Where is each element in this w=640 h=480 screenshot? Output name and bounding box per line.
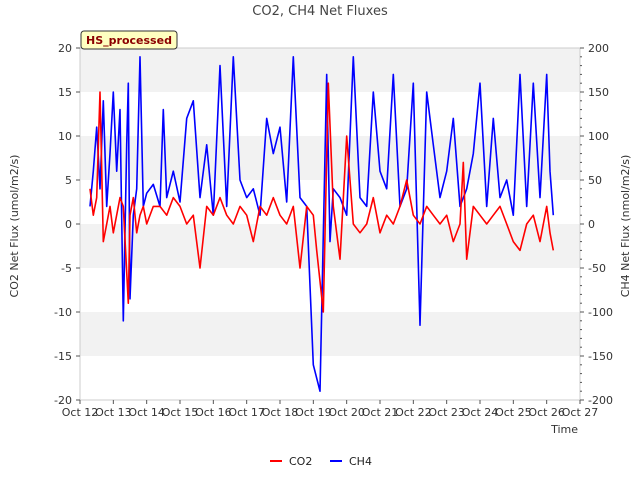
y-right-tick-label: 150 [588,86,609,99]
y-right-tick-label: -50 [588,262,606,275]
y-left-tick-label: 10 [58,130,72,143]
legend: CO2 CH4 [270,455,372,468]
y-right-tick-label: 100 [588,130,609,143]
x-tick-label: Oct 25 [495,406,532,419]
legend-label-co2: CO2 [289,455,312,468]
x-tick-label: Oct 12 [62,406,99,419]
y-right-tick-label: 50 [588,174,602,187]
y-left-tick-label: -15 [54,350,72,363]
y-left-axis-label: CO2 Net Flux (umol/m2/s) [8,155,21,298]
grid-band [80,356,580,400]
y-left-axis-ticks: -20 -15 -10 -5 0 5 10 15 20 [54,42,80,407]
y-right-tick-label: -200 [588,394,613,407]
x-tick-label: Oct 27 [562,406,599,419]
series-line-ch4 [89,55,555,393]
x-tick-label: Oct 18 [262,406,299,419]
x-tick-label: Oct 14 [128,406,165,419]
grid-band [80,48,580,92]
x-axis-label: Time [550,423,578,436]
y-right-tick-label: -150 [588,350,613,363]
y-right-axis-label: CH4 Net Flux (nmol/m2/s) [619,155,632,298]
y-left-tick-label: 5 [65,174,72,187]
y-left-tick-label: -10 [54,306,72,319]
x-tick-label: Oct 19 [295,406,332,419]
y-right-tick-label: 200 [588,42,609,55]
y-left-tick-label: 15 [58,86,72,99]
chart-title: CO2, CH4 Net Fluxes [252,4,388,19]
y-right-tick-label: 0 [588,218,595,231]
processing-badge: HS_processed [80,30,178,50]
x-tick-label: Oct 26 [528,406,565,419]
y-left-tick-label: 20 [58,42,72,55]
grid-band [80,268,580,312]
y-right-tick-label: -100 [588,306,613,319]
y-left-tick-label: 0 [65,218,72,231]
x-tick-label: Oct 20 [328,406,365,419]
y-left-tick-label: -20 [54,394,72,407]
y-left-tick-label: -5 [61,262,72,275]
badge-label: HS_processed [86,34,172,47]
badge-box [80,30,178,50]
x-tick-label: Oct 17 [228,406,265,419]
x-tick-label: Oct 23 [428,406,465,419]
series-lines [89,55,555,393]
x-tick-label: Oct 24 [462,406,499,419]
x-tick-label: Oct 21 [362,406,399,419]
x-tick-label: Oct 22 [395,406,432,419]
grid-band [80,312,580,356]
x-tick-label: Oct 13 [95,406,132,419]
y-right-axis-ticks: -200 -150 -100 -50 0 50 100 150 200 [580,42,613,407]
legend-label-ch4: CH4 [349,455,372,468]
series-line-co2 [89,82,555,313]
x-tick-label: Oct 16 [195,406,232,419]
x-tick-label: Oct 15 [162,406,199,419]
